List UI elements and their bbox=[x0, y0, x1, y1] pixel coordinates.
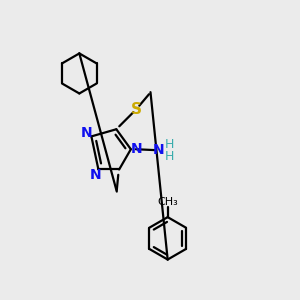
Text: H: H bbox=[164, 149, 174, 163]
Text: N: N bbox=[90, 168, 101, 182]
Text: N: N bbox=[131, 142, 142, 156]
Text: S: S bbox=[131, 102, 142, 117]
Text: H: H bbox=[164, 138, 174, 151]
Text: N: N bbox=[153, 143, 165, 157]
Text: N: N bbox=[81, 126, 92, 140]
Text: CH₃: CH₃ bbox=[157, 197, 178, 207]
